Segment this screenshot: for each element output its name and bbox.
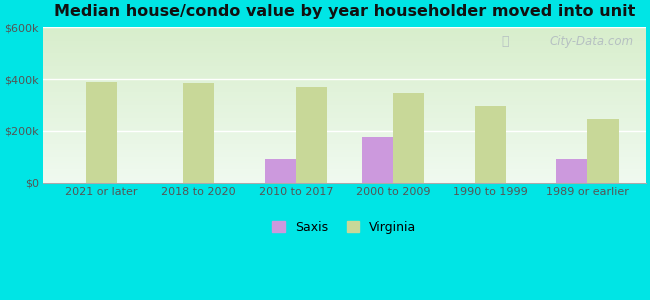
Bar	[296, 87, 327, 183]
Title: Median house/condo value by year householder moved into unit: Median house/condo value by year househo…	[54, 4, 635, 19]
Legend: Saxis, Virginia: Saxis, Virginia	[267, 216, 421, 238]
Bar	[86, 82, 117, 183]
Bar	[183, 83, 214, 183]
Bar	[474, 106, 506, 183]
Bar	[265, 159, 296, 183]
Bar	[393, 93, 424, 183]
Bar	[556, 159, 588, 183]
Bar	[588, 119, 619, 183]
Bar	[362, 137, 393, 183]
Text: City-Data.com: City-Data.com	[550, 35, 634, 48]
Text: ⓘ: ⓘ	[501, 35, 509, 48]
